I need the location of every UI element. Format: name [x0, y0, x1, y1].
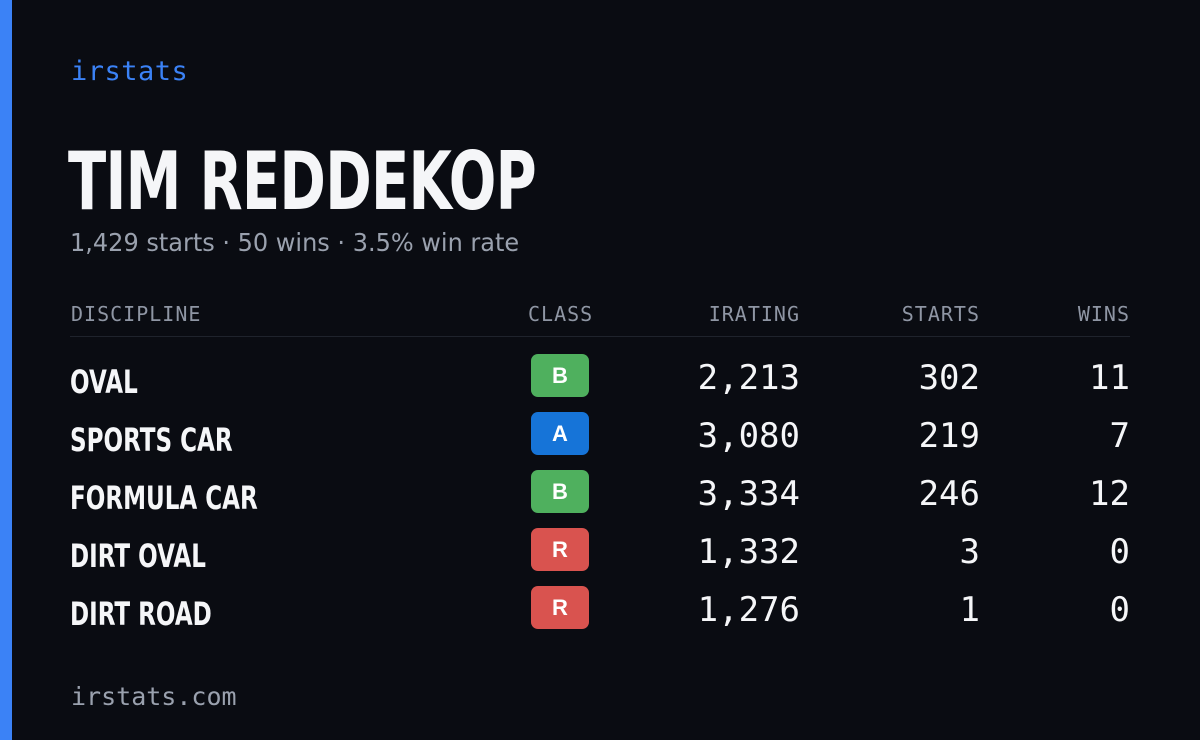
- starts-value: 3: [959, 532, 980, 572]
- brand-logo: irstats: [71, 56, 189, 87]
- wins-value: 12: [1089, 474, 1130, 514]
- starts-value: 246: [918, 474, 980, 514]
- accent-bar: [0, 0, 12, 740]
- column-header-irating: IRATING: [708, 302, 800, 326]
- wins-value: 0: [1109, 590, 1130, 630]
- column-header-class: CLASS: [528, 302, 594, 326]
- discipline-label: DIRT OVAL: [70, 537, 206, 575]
- discipline-label: SPORTS CAR: [70, 421, 233, 459]
- irating-value: 1,332: [697, 532, 800, 572]
- irating-value: 2,213: [697, 358, 800, 398]
- discipline-label: OVAL: [70, 363, 138, 401]
- irating-value: 3,080: [697, 416, 800, 456]
- column-header-discipline: DISCIPLINE: [71, 302, 202, 326]
- class-badge: A: [531, 412, 589, 455]
- driver-name: TIM REDDEKOP: [68, 135, 537, 228]
- wins-value: 0: [1109, 532, 1130, 572]
- table-row: SPORTS CAR A 3,080 219 7: [0, 412, 1200, 470]
- header-divider: [70, 336, 1130, 337]
- discipline-label: FORMULA CAR: [70, 479, 258, 517]
- table-row: DIRT OVAL R 1,332 3 0: [0, 528, 1200, 586]
- irating-value: 3,334: [697, 474, 800, 514]
- class-badge: R: [531, 586, 589, 629]
- starts-value: 1: [959, 590, 980, 630]
- class-badge: R: [531, 528, 589, 571]
- driver-summary: 1,429 starts · 50 wins · 3.5% win rate: [70, 228, 520, 257]
- discipline-label: DIRT ROAD: [70, 595, 212, 633]
- footer-url: irstats.com: [71, 682, 237, 711]
- column-header-wins: WINS: [1077, 302, 1130, 326]
- class-badge: B: [531, 354, 589, 397]
- starts-value: 219: [918, 416, 980, 456]
- table-row: OVAL B 2,213 302 11: [0, 354, 1200, 412]
- irating-value: 1,276: [697, 590, 800, 630]
- column-header-starts: STARTS: [901, 302, 980, 326]
- table-row: DIRT ROAD R 1,276 1 0: [0, 586, 1200, 644]
- wins-value: 7: [1109, 416, 1130, 456]
- table-row: FORMULA CAR B 3,334 246 12: [0, 470, 1200, 528]
- class-badge: B: [531, 470, 589, 513]
- starts-value: 302: [918, 358, 980, 398]
- wins-value: 11: [1089, 358, 1130, 398]
